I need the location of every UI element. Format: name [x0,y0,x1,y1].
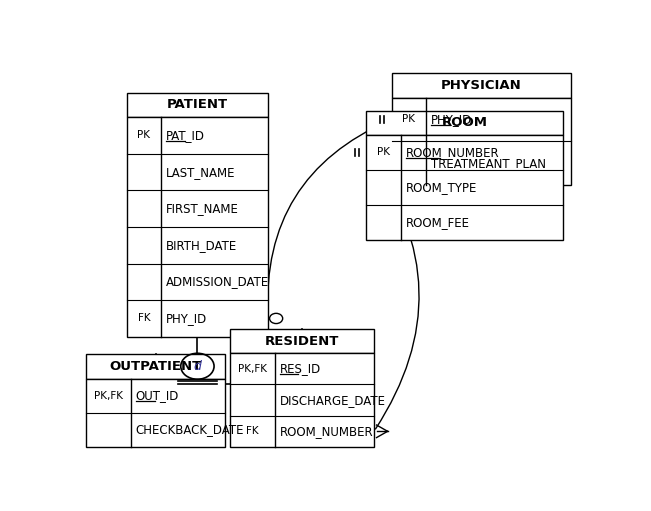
Bar [87,355,225,379]
Text: BIRTH_DATE: BIRTH_DATE [166,239,238,252]
Text: CHECKBACK_DATE: CHECKBACK_DATE [136,424,244,436]
Text: PK,FK: PK,FK [94,391,123,401]
Text: PK: PK [402,114,415,125]
Text: PHY_ID: PHY_ID [431,113,472,126]
Text: PK,FK: PK,FK [238,364,267,374]
Text: PATIENT: PATIENT [167,99,228,111]
Text: ADMISSION_DATE: ADMISSION_DATE [166,275,270,288]
Bar [127,93,268,117]
Text: PK: PK [137,130,150,141]
Text: ROOM: ROOM [442,116,488,129]
Text: FIRST_NAME: FIRST_NAME [166,202,239,215]
Text: PK: PK [377,148,390,157]
Text: FK: FK [137,313,150,323]
Text: RES_ID: RES_ID [280,362,321,376]
Text: ROOM_NUMBER: ROOM_NUMBER [280,425,373,438]
Bar [230,329,374,353]
Text: ROOM_TYPE: ROOM_TYPE [406,181,477,194]
Bar [230,353,374,447]
Bar [392,98,571,185]
Bar [127,117,268,337]
Bar [87,379,225,447]
Text: FK: FK [246,426,258,436]
Text: DISCHARGE_DATE: DISCHARGE_DATE [280,393,385,407]
Text: TREATMEANT_PLAN: TREATMEANT_PLAN [431,157,546,170]
Bar [367,135,563,240]
Text: PHYSICIAN: PHYSICIAN [441,79,521,92]
Text: ROOM_NUMBER: ROOM_NUMBER [406,146,499,159]
Text: OUT_ID: OUT_ID [136,389,179,402]
Text: OUTPATIENT: OUTPATIENT [109,360,202,373]
Bar [392,73,571,98]
Bar [367,110,563,135]
Text: RESIDENT: RESIDENT [265,335,339,347]
Text: PHY_ID: PHY_ID [166,312,208,325]
Text: ROOM_FEE: ROOM_FEE [406,216,470,229]
Text: d: d [193,360,201,373]
Text: LAST_NAME: LAST_NAME [166,166,236,178]
Text: PAT_ID: PAT_ID [166,129,205,142]
